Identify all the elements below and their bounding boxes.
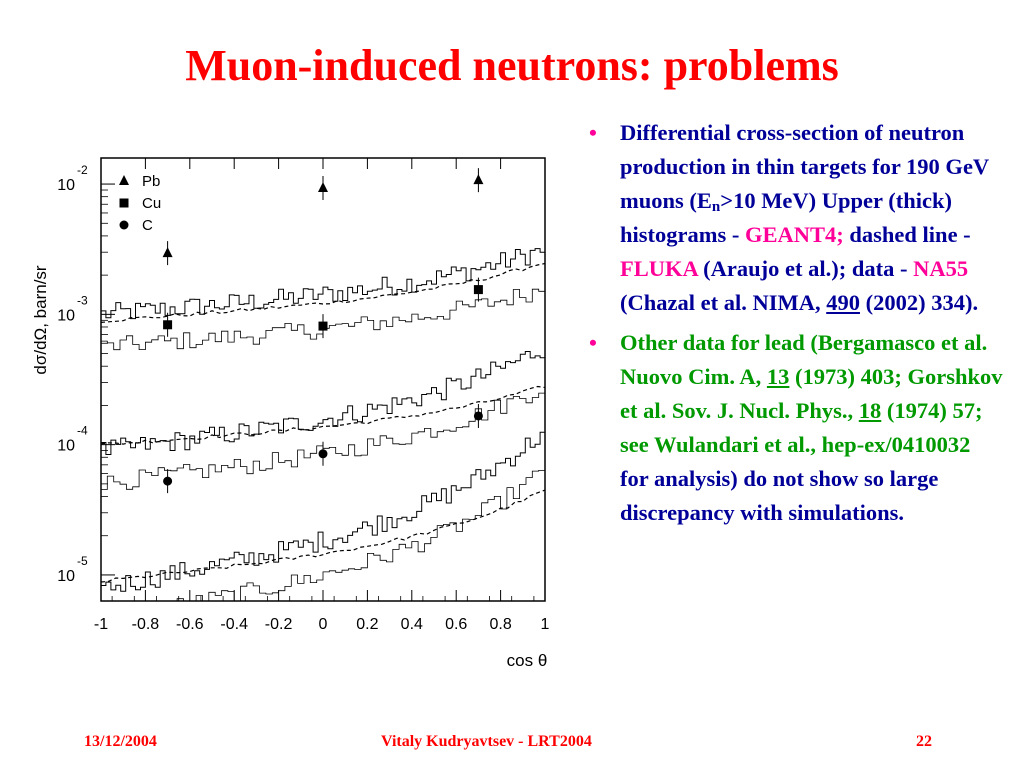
bullet-text: (1973) 403; Gorshkov et al. Sov. J. Nucl… (620, 364, 1003, 423)
legend-marker-cu (119, 198, 129, 208)
x-tick-label: 0 (319, 616, 328, 633)
x-tick-label: -0.4 (220, 616, 248, 633)
cu-data-point (163, 320, 173, 330)
x-tick-label: 1 (541, 616, 550, 633)
x-tick-label: 0.4 (401, 616, 423, 633)
fluka-dashed-line (100, 385, 546, 445)
y-tick-exponent: -3 (77, 293, 88, 307)
y-tick-base: 10 (57, 568, 75, 585)
x-axis-label: cos θ (507, 651, 548, 670)
y-tick-exponent: -4 (77, 424, 88, 438)
bullet-text: FLUKA (620, 256, 698, 281)
geant4-histogram (101, 351, 545, 455)
footer-date: 13/12/2004 (84, 733, 157, 750)
y-tick-base: 10 (57, 307, 75, 324)
footer: 13/12/2004 Vitaly Kudryavtsev - LRT2004 … (0, 733, 1024, 759)
bullet-text: Wulandari et al., hep-ex/0410032 (653, 432, 971, 457)
bullet-text: NA55 (913, 256, 969, 281)
y-axis-ticks: 10-210-310-410-5 (57, 163, 115, 585)
y-tick-exponent: -5 (77, 554, 88, 568)
x-tick-label: -0.8 (132, 616, 160, 633)
footer-author: Vitaly Kudryavtsev - LRT2004 (381, 733, 592, 750)
x-tick-label: 0.6 (445, 616, 467, 633)
cu-data-point (473, 285, 483, 295)
x-tick-label: -0.2 (265, 616, 293, 633)
bullet-text: 13 (766, 364, 790, 389)
bullet-item: Other data for lead (Bergamasco et al. N… (583, 326, 1003, 530)
bullet-text: n (711, 199, 721, 215)
cross-section-chart: -1 -0.8 -0.6 -0.4 -0.2 0 0.2 0.4 0.6 0.8 1 10-210-… (31, 157, 550, 670)
c-data-point (318, 449, 328, 459)
y-axis-label: dσ/dΩ, barn/sr (31, 265, 50, 375)
cu-data-point (318, 321, 328, 331)
x-axis-ticks: -1 -0.8 -0.6 -0.4 -0.2 0 0.2 0.4 0.6 0.8 1 (94, 158, 550, 633)
fluka-dashed-line (100, 262, 546, 323)
legend: Pb Cu C (119, 173, 161, 234)
bullet-text: dashed line - (843, 222, 971, 247)
geant4-histogram (101, 431, 545, 592)
y-tick-base: 10 (57, 438, 75, 455)
bullet-text: 490 (826, 290, 860, 315)
data-points (162, 168, 484, 494)
bullet-text: Differential cross-section of neutron pr… (620, 120, 989, 213)
fluka-dashed-line (100, 489, 546, 583)
x-tick-label: 0.8 (489, 616, 511, 633)
legend-label: Cu (142, 195, 161, 212)
y-tick-exponent: -2 (77, 163, 88, 177)
footer-page-number: 22 (916, 733, 932, 750)
legend-marker-pb (119, 175, 129, 185)
legend-label: C (142, 217, 153, 234)
legend-label: Pb (142, 173, 160, 190)
bullet-text: GEANT4; (745, 222, 844, 247)
simulation-histograms (100, 248, 546, 602)
bullet-text: for analysis) do not show so large discr… (620, 466, 939, 525)
x-tick-label: -1 (94, 616, 108, 633)
bullet-text: 18 (858, 398, 882, 423)
x-tick-label: 0.2 (356, 616, 378, 633)
bullet-text: Other data for lead (Bergamasco et al. N… (620, 330, 988, 389)
bullet-text: (1974) 57; see (620, 398, 983, 457)
y-tick-base: 10 (57, 177, 75, 194)
legend-marker-c (119, 220, 129, 230)
geant4-histogram (101, 248, 545, 320)
simulation-histogram-lower (101, 470, 545, 602)
bullet-text: >10 MeV) Upper (thick) histograms - (620, 188, 952, 247)
x-tick-label: -0.6 (176, 616, 204, 633)
c-data-point (473, 411, 483, 421)
bullet-text: (2002) 334). (859, 290, 979, 315)
bullet-text: (Araujo et al.); data - (697, 256, 914, 281)
pb-data-point (318, 181, 328, 192)
c-data-point (163, 476, 173, 486)
pb-data-point (162, 247, 173, 258)
bullet-item: Differential cross-section of neutron pr… (583, 116, 1003, 320)
bullet-text: (Chazal et al. NIMA, (620, 290, 827, 315)
bullet-list: Differential cross-section of neutron pr… (583, 116, 1003, 536)
pb-data-point (473, 174, 484, 185)
slide-title: Muon-induced neutrons: problems (185, 41, 839, 90)
